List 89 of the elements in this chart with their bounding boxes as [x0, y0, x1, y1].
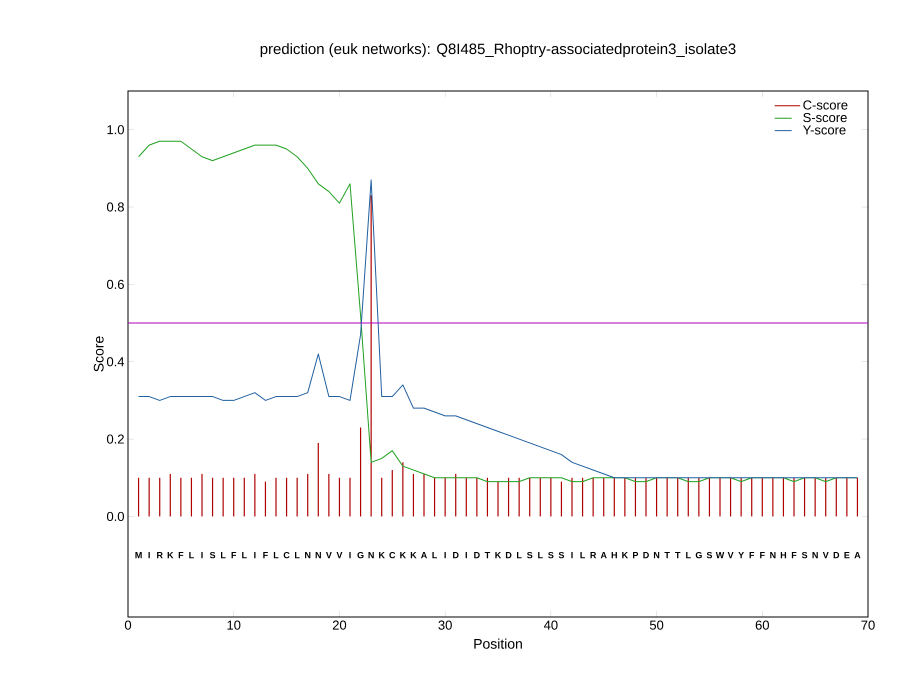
annotation: Y — [738, 552, 744, 558]
annotation: K — [495, 552, 502, 558]
annotation: K — [410, 552, 417, 558]
annotation: G — [357, 552, 364, 558]
annotation: I — [254, 552, 256, 558]
x-tick-label: 50 — [650, 620, 664, 630]
annotation: L — [189, 552, 194, 558]
annotation: S — [526, 552, 532, 558]
annotation: S — [548, 552, 554, 558]
y-tick-label: 0.0 — [106, 512, 124, 522]
annotation: L — [295, 552, 300, 558]
annotation: I — [201, 552, 203, 558]
annotation: D — [453, 552, 459, 558]
x-tick-label: 10 — [227, 620, 240, 630]
y-tick-label: 1.0 — [107, 125, 124, 134]
chart-title: prediction (euk networks): Q8I485_Rhoptry-associatedprotein3_isolate3 — [260, 43, 736, 58]
annotation: L — [274, 552, 278, 558]
annotation: V — [728, 552, 734, 558]
annotation: C — [284, 552, 290, 558]
annotation: L — [221, 552, 226, 558]
annotation: F — [792, 552, 796, 558]
annotation: A — [600, 552, 607, 558]
annotation: K — [168, 552, 174, 558]
annotation: S — [802, 552, 808, 558]
x-axis-title: Position — [474, 638, 522, 649]
x-tick-label: 20 — [332, 620, 346, 630]
annotation: S — [706, 552, 712, 558]
annotation: L — [538, 552, 543, 558]
annotation: K — [622, 552, 628, 558]
legend-label: S-score — [803, 112, 847, 122]
annotation: A — [854, 552, 860, 558]
annotation: V — [326, 552, 332, 558]
y-tick-label: 0.6 — [106, 280, 124, 289]
x-tick-label: 30 — [438, 620, 452, 630]
annotation: S — [558, 552, 564, 558]
annotation: F — [263, 552, 268, 558]
annotation: I — [444, 552, 446, 558]
x-tick-label: 60 — [756, 620, 769, 630]
annotation: N — [316, 552, 321, 558]
annotation: L — [517, 552, 522, 558]
annotation: D — [834, 552, 840, 558]
annotation: K — [400, 552, 406, 558]
annotation: I — [466, 552, 467, 558]
annotation: M — [135, 552, 142, 558]
annotation: I — [349, 552, 351, 558]
annotation: N — [812, 552, 818, 558]
annotation: C — [389, 552, 396, 558]
legend-label: Y-score — [802, 125, 846, 135]
annotation: N — [654, 552, 660, 558]
annotation: S — [210, 552, 216, 558]
annotation: W — [716, 552, 724, 558]
annotation: H — [612, 552, 617, 558]
annotation: N — [368, 552, 374, 558]
annotation: V — [336, 552, 342, 558]
annotation: K — [379, 552, 385, 558]
annotation: I — [148, 552, 150, 558]
annotation: D — [643, 552, 649, 558]
annotation: D — [474, 552, 480, 558]
annotation: L — [432, 552, 438, 558]
annotation: I — [571, 552, 573, 558]
y-tick-label: 0.4 — [106, 357, 124, 366]
annotation: L — [580, 552, 586, 558]
annotation: F — [750, 552, 754, 558]
annotation: A — [420, 552, 427, 558]
annotation: G — [696, 552, 702, 558]
annotation: V — [822, 552, 829, 558]
y-axis-title: Score — [94, 336, 104, 372]
annotation: D — [506, 552, 512, 558]
annotation: T — [675, 552, 680, 558]
y-tick-label: 0.8 — [106, 202, 124, 212]
legend-label: C-score — [803, 100, 848, 110]
annotation: L — [686, 552, 691, 558]
x-tick-label: 70 — [861, 620, 875, 630]
annotation: F — [232, 552, 236, 558]
annotation: F — [178, 552, 184, 558]
annotation: N — [305, 552, 310, 558]
annotation: N — [770, 552, 776, 558]
annotation: R — [590, 552, 596, 558]
annotation: R — [157, 552, 163, 558]
annotation: E — [844, 552, 850, 558]
x-tick-label: 40 — [544, 620, 558, 630]
annotation: P — [633, 552, 638, 558]
annotation: F — [760, 552, 765, 558]
x-tick-label: 0 — [124, 620, 132, 630]
annotation: L — [242, 552, 247, 558]
annotation: H — [780, 552, 786, 558]
annotation: T — [664, 552, 670, 558]
annotation: T — [484, 552, 490, 558]
y-tick-label: 0.2 — [106, 434, 124, 444]
